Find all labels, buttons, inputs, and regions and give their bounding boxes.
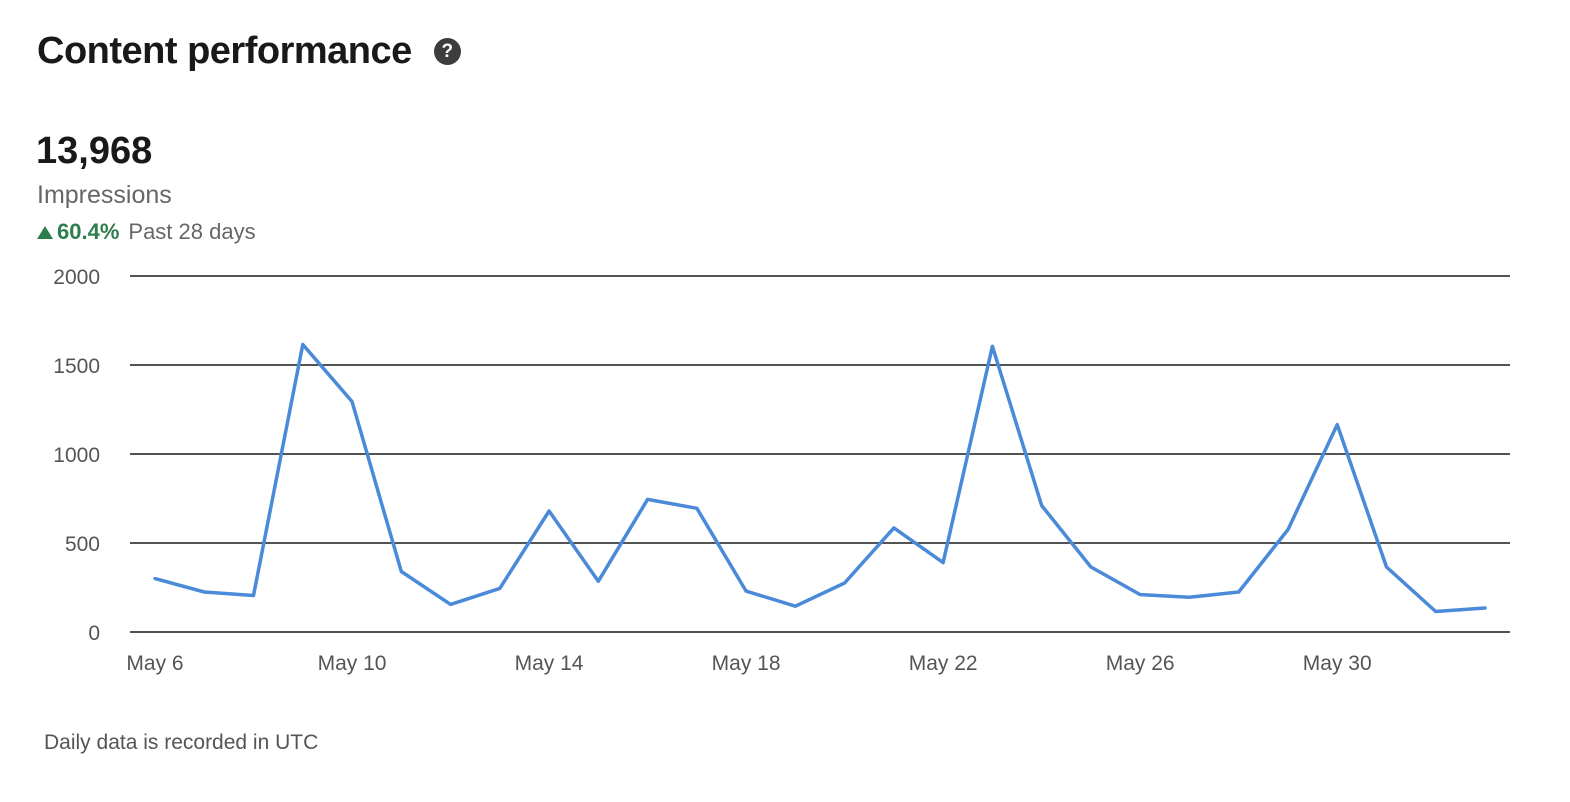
data-point[interactable] (1033, 497, 1051, 515)
data-point[interactable] (540, 502, 558, 520)
data-point[interactable] (392, 562, 410, 580)
data-point[interactable] (983, 337, 1001, 355)
x-tick-label: May 6 (126, 652, 183, 675)
data-point[interactable] (934, 554, 952, 572)
data-point[interactable] (836, 574, 854, 592)
trend-percentage: 60.4% (57, 219, 120, 244)
data-point[interactable] (1082, 558, 1100, 576)
x-tick-label: May 18 (712, 652, 781, 675)
data-point[interactable] (1180, 588, 1198, 606)
data-point[interactable] (737, 582, 755, 600)
x-tick-label: May 10 (318, 652, 387, 675)
page-title: Content performance (37, 30, 412, 72)
impressions-label: Impressions (37, 181, 172, 209)
data-point[interactable] (1131, 586, 1149, 604)
x-tick-label: May 22 (909, 652, 978, 675)
data-point[interactable] (1377, 558, 1395, 576)
impressions-series-line (153, 342, 1487, 614)
data-point[interactable] (442, 595, 460, 613)
y-tick-label: 0 (88, 622, 100, 645)
data-point[interactable] (245, 587, 263, 605)
x-tick-label: May 14 (515, 652, 584, 675)
data-point[interactable] (1476, 599, 1494, 617)
data-point[interactable] (491, 579, 509, 597)
y-tick-label: 1000 (53, 444, 100, 467)
data-point[interactable] (1279, 521, 1297, 539)
chart-header: Content performance ? (37, 30, 461, 73)
x-tick-label: May 30 (1303, 652, 1372, 675)
data-point[interactable] (639, 490, 657, 508)
trend-period: Past 28 days (128, 219, 256, 244)
data-point[interactable] (294, 336, 312, 354)
question-circle-icon[interactable]: ? (433, 38, 461, 65)
data-point[interactable] (1328, 416, 1346, 434)
y-tick-label: 500 (65, 533, 100, 556)
data-point[interactable] (885, 519, 903, 537)
data-point[interactable] (1230, 583, 1248, 601)
data-point[interactable] (146, 570, 164, 588)
y-tick-label: 1500 (53, 355, 100, 378)
data-point[interactable] (786, 597, 804, 615)
data-point[interactable] (1427, 603, 1445, 621)
impressions-line-chart: 0 500 1000 1500 2000 May 6 May 10 May 14 May 18… (53, 266, 1510, 675)
y-tick-label: 2000 (53, 266, 100, 289)
data-point[interactable] (195, 583, 213, 601)
data-point[interactable] (343, 392, 361, 410)
impressions-total: 13,968 (36, 130, 153, 172)
data-point[interactable] (688, 499, 706, 517)
footnote: Daily data is recorded in UTC (44, 731, 319, 754)
data-point[interactable] (589, 572, 607, 590)
x-tick-label: May 26 (1106, 652, 1175, 675)
trend-indicator: 60.4% Past 28 days (37, 219, 256, 245)
trend-up-arrow-icon (37, 225, 53, 239)
